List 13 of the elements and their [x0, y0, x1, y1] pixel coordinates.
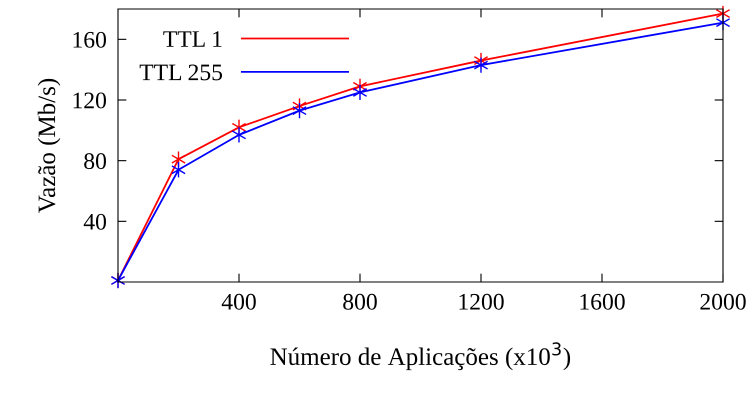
legend-label: TTL 255 [140, 64, 222, 80]
legend-label: TTL 1 [163, 31, 222, 47]
x-axis-title: Número de Aplicações (x10$^{3}$) [270, 342, 570, 370]
y-axis-title: Vazão (Mb/s) [38, 78, 60, 213]
x-tick-label: 800 [343, 294, 377, 310]
y-tick-label: 120 [74, 92, 106, 108]
x-tick-label: 1200 [459, 294, 504, 310]
y-tick-label: 160 [74, 32, 106, 48]
x-tick-label: 400 [222, 294, 256, 310]
y-tick-label: 40 [84, 214, 106, 230]
x-tick-label: 2000 [700, 294, 746, 310]
y-tick-label: 80 [84, 153, 106, 170]
x-tick-label: 1600 [580, 294, 625, 310]
